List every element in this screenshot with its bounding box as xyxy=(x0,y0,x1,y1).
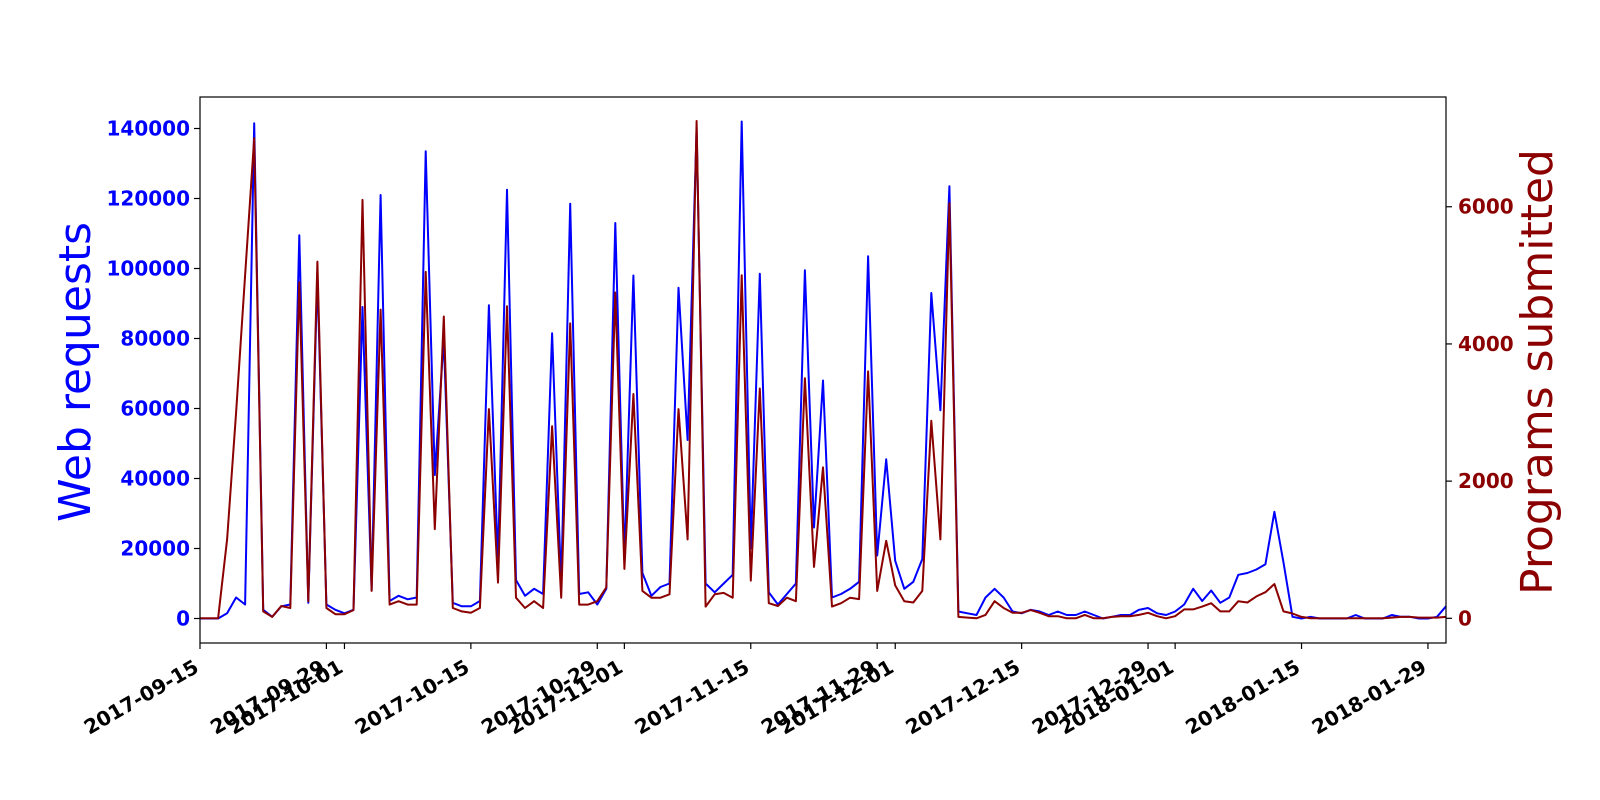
y-left-axis-label: Web requests xyxy=(50,222,101,522)
y-right-tick-label: 4000 xyxy=(1458,332,1514,356)
x-tick-label: 2017-12-15 xyxy=(901,655,1024,740)
y-right-axis-label: Programs submitted xyxy=(1512,149,1563,595)
y-right-tick-label: 0 xyxy=(1458,606,1472,630)
x-tick-label: 2018-01-15 xyxy=(1181,655,1304,740)
y-left-tick-label: 100000 xyxy=(107,257,191,281)
y-left-tick-label: 80000 xyxy=(120,327,190,351)
x-tick-label: 2017-11-15 xyxy=(630,655,753,740)
x-tick-label: 2017-10-15 xyxy=(351,655,474,740)
y-left-tick-label: 60000 xyxy=(120,397,190,421)
series-line-web-requests xyxy=(200,120,1447,620)
y-left-tick-label: 20000 xyxy=(120,537,190,561)
series-line-programs-submitted xyxy=(200,120,1447,620)
x-tick-label: 2017-09-15 xyxy=(80,655,203,740)
plot-frame xyxy=(199,96,1447,644)
y-left-tick-label: 40000 xyxy=(120,467,190,491)
y-right-tick-label: 6000 xyxy=(1458,195,1514,219)
y-left-tick-label: 120000 xyxy=(107,187,191,211)
y-right-tick-label: 2000 xyxy=(1458,469,1514,493)
y-left-tick-label: 140000 xyxy=(107,117,191,141)
series-layer xyxy=(200,120,1447,620)
x-tick-label: 2018-01-29 xyxy=(1308,655,1431,740)
y-left-tick-label: 0 xyxy=(176,607,190,631)
